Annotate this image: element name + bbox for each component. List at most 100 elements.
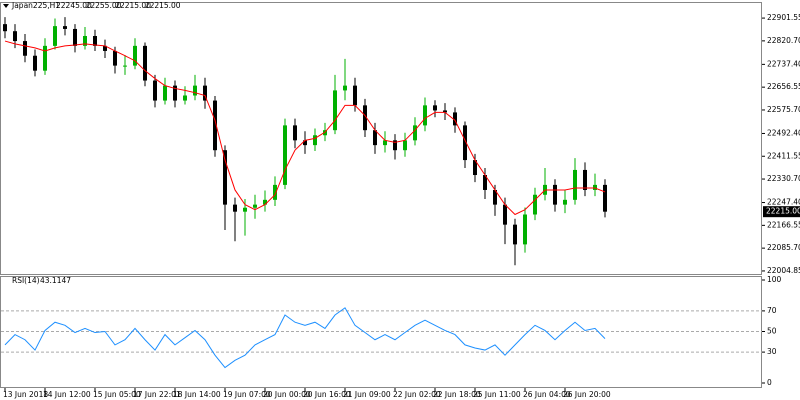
candle-body [183,95,187,101]
candle-body [103,45,107,51]
candle-body [443,110,447,113]
x-tick-label: 22 Jun 18:00 [433,390,481,399]
price-panel [0,2,762,275]
candle-body [533,194,537,215]
moving-average-line [4,40,606,216]
y-tick-label: 0 [767,378,772,387]
x-tick-label: 19 Jun 07:00 [223,390,271,399]
x-tick-label: 20 Jun 00:00 [263,390,311,399]
header-value: 22215.00 [115,1,151,10]
candle-body [563,199,567,205]
y-tick-label: 22004.85 [767,266,800,275]
candle-body [483,175,487,190]
x-tick-label: 17 Jun 22:01 [133,390,181,399]
candle-body [373,130,377,146]
candle-body [263,199,267,205]
x-tick-label: 13 Jun 2018 [3,390,48,399]
candle-body [243,207,247,212]
candle-body [223,150,227,205]
candle-body [63,26,67,29]
candle-body [163,85,167,101]
candle-body [333,90,337,131]
candle-body [583,169,587,190]
candle-body [403,140,407,151]
candle-body [473,160,477,176]
candle-body [253,204,257,208]
candle-body [93,35,97,46]
candle-body [593,184,597,190]
candle-body [133,45,137,66]
candle-body [423,105,427,126]
candle-body [303,140,307,146]
candle-body [3,24,7,32]
indicator-line [4,307,606,369]
candle-body [383,140,387,146]
y-tick-label: 22330.70 [767,174,800,183]
header-value: 22245.00 [56,1,92,10]
candle-body [413,125,417,141]
y-tick-label: 22656.55 [767,82,800,91]
y-tick-label: 22737.40 [767,59,800,68]
panel-menu-arrow[interactable] [3,4,9,8]
current-price-label: 22215.00 [766,207,800,216]
y-tick-label: 22247.40 [767,198,800,207]
candle-body [13,31,17,42]
candle-body [293,125,297,141]
candle-body [353,85,357,106]
candle-body [363,105,367,131]
candle-body [193,85,197,96]
x-tick-label: 25 Jun 11:00 [473,390,521,399]
candle-body [603,184,607,212]
candle-body [43,45,47,71]
candle-body [513,224,517,245]
x-tick-label: 20 Jun 16:00 [303,390,351,399]
y-tick-label: 22901.55 [767,13,800,22]
x-tick-label: 21 Jun 09:00 [343,390,391,399]
candle-body [393,140,397,151]
y-tick-label: 22575.70 [767,105,800,114]
candle-body [553,184,557,205]
candle-body [33,55,37,71]
y-tick-label: 70 [767,306,777,315]
candle-body [23,41,27,56]
y-tick-label: 30 [767,347,777,356]
y-tick-label: 22492.40 [767,128,800,137]
candle-body [233,204,237,212]
current-price-box [763,206,800,218]
y-tick-label: 22085.70 [767,243,800,252]
y-tick-label: 22820.70 [767,36,800,45]
rsi-value: 43.1147 [40,276,71,285]
candle-body [523,214,527,245]
x-tick-label: 26 Jun 20:00 [563,390,611,399]
x-tick-label: 26 Jun 04:00 [523,390,571,399]
candle-body [273,184,277,200]
candle-body [343,85,347,91]
candle-body [113,50,117,66]
x-tick-label: 18 Jun 14:00 [173,390,221,399]
candle-body [53,26,57,46]
header-value: 22255.00 [86,1,122,10]
candle-body [433,105,437,111]
candle-body [203,85,207,101]
candle-body [283,125,287,185]
y-tick-label: 22411.55 [767,151,800,160]
x-tick-label: 14 Jun 12:00 [43,390,91,399]
candle-body [493,189,497,205]
rsi-title: RSI(14) [12,276,40,285]
candle-body [83,35,87,46]
candle-body [143,45,147,81]
candle-body [173,85,177,101]
candle-body [73,28,77,46]
candle-body [123,65,127,67]
candle-body [503,204,507,225]
x-tick-label: 22 Jun 02:00 [393,390,441,399]
candle-body [573,169,577,200]
candle-body [213,100,217,151]
candle-body [153,80,157,101]
candle-body [453,112,457,126]
x-tick-label: 15 Jun 05:00 [93,390,141,399]
y-tick-label: 50 [767,327,777,336]
header-value: 22215.00 [145,1,181,10]
